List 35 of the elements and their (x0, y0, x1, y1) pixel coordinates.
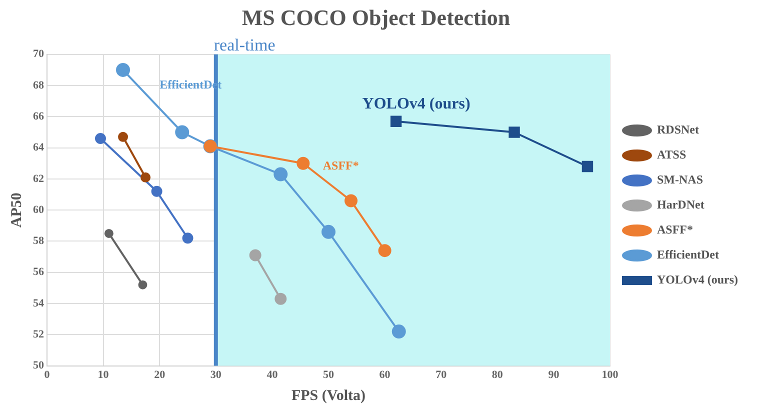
legend-label: RDSNet (657, 122, 699, 137)
x-tick-label: 70 (436, 369, 448, 382)
legend-label: EfficientDet (657, 248, 719, 262)
y-tick-label: 66 (33, 110, 44, 123)
ref-line-label: real-time (214, 35, 276, 54)
x-tick-label: 0 (44, 369, 50, 382)
x-tick-label: 90 (548, 369, 560, 382)
y-axis-title: AP50 (8, 192, 25, 228)
y-tick-label: 56 (33, 266, 44, 278)
legend-label: ASFF* (657, 222, 693, 237)
y-tick-label: 68 (33, 79, 44, 92)
y-tick-label: 60 (33, 204, 44, 216)
legend-label: ATSS (657, 148, 686, 162)
x-tick-label: 20 (154, 369, 166, 382)
y-tick-label: 70 (33, 48, 44, 60)
legend-label: SM-NAS (657, 172, 704, 187)
chart-title: MS COCO Object Detection (242, 4, 510, 30)
y-tick-label: 64 (33, 142, 44, 154)
y-tick-label: 58 (33, 235, 44, 248)
y-tick-label: 62 (33, 172, 44, 185)
y-tick-label: 50 (33, 360, 44, 372)
x-tick-label: 60 (379, 369, 391, 382)
legend-label: YOLOv4 (ours) (657, 272, 738, 287)
x-tick-label: 10 (98, 369, 110, 382)
annotation: ASFF* (322, 158, 359, 173)
x-tick-label: 50 (323, 369, 334, 382)
x-tick-label: 80 (492, 369, 504, 382)
legend-label: HarDNet (657, 198, 704, 212)
x-tick-label: 40 (266, 369, 278, 382)
y-tick-label: 54 (33, 297, 44, 310)
annotation: YOLOv4 (ours) (362, 95, 470, 112)
y-tick-label: 52 (33, 328, 44, 341)
x-tick-label: 100 (602, 369, 619, 382)
x-tick-label: 30 (210, 369, 222, 382)
x-axis-title: FPS (Volta) (291, 388, 366, 404)
